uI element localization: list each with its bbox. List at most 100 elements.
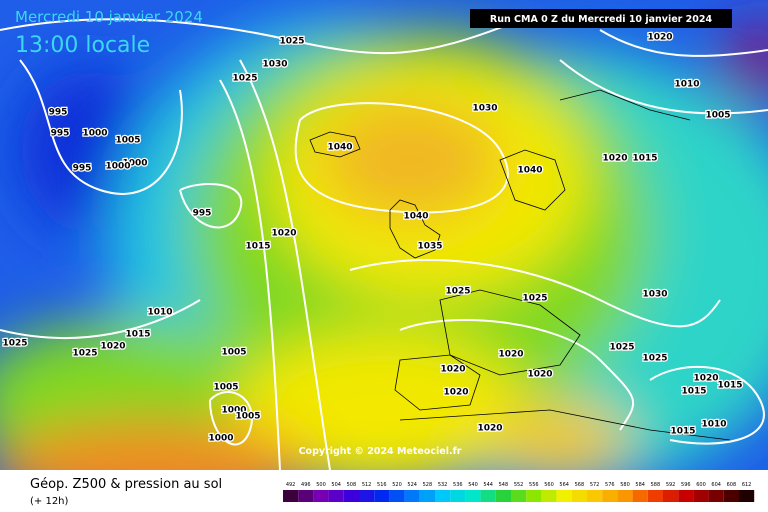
scale-label: 600 — [696, 482, 706, 488]
isobar-label: 1020 — [271, 229, 296, 239]
local-time: 13:00 locale — [15, 33, 150, 58]
scale-swatch — [526, 490, 542, 502]
scale-label: 552 — [514, 482, 524, 488]
isobar-label: 1020 — [693, 374, 718, 384]
isobar-label: 1020 — [100, 342, 125, 352]
isobar-label: 1005 — [115, 136, 140, 146]
scale-swatch — [450, 490, 466, 502]
isobar-label: 1000 — [122, 159, 147, 169]
scale-label: 516 — [377, 482, 387, 488]
isobar-label: 995 — [73, 164, 92, 174]
scale-label: 512 — [362, 482, 372, 488]
scale-label: 504 — [331, 482, 341, 488]
isobar-label: 1010 — [674, 80, 699, 90]
isobar-label: 1025 — [445, 287, 470, 297]
isobar-label: 1015 — [670, 427, 695, 437]
isobar-label: 1030 — [472, 104, 497, 114]
scale-label: 500 — [316, 482, 326, 488]
isobar-label: 1000 — [208, 434, 233, 444]
scale-label: 564 — [559, 482, 569, 488]
scale-swatch — [404, 490, 420, 502]
scale-label: 584 — [635, 482, 645, 488]
color-scale: 492 496 500 504 508 512 516 520 524 528 532 536 540 5… — [283, 482, 755, 502]
isobar-label: 995 — [49, 108, 68, 118]
scale-swatch — [587, 490, 603, 502]
isobar-label: 1000 — [221, 406, 246, 416]
isobar-label: 1010 — [147, 308, 172, 318]
isobar-label: 1000 — [105, 162, 130, 172]
scale-label: 596 — [681, 482, 691, 488]
isobar-label: 1020 — [443, 388, 468, 398]
scale-label: 604 — [711, 482, 721, 488]
scale-swatch — [663, 490, 679, 502]
isobar-label: 1025 — [279, 37, 304, 47]
scale-swatch — [617, 490, 633, 502]
scale-swatch — [678, 490, 694, 502]
scale-swatch — [465, 490, 481, 502]
scale-swatch — [480, 490, 496, 502]
isobar-label: 1025 — [609, 343, 634, 353]
date: Mercredi 10 janvier 2024 — [15, 8, 203, 26]
scale-swatch — [739, 490, 755, 502]
run-info: Run CMA 0 Z du Mercredi 10 janvier 2024 — [490, 14, 713, 25]
footer-title: Géop. Z500 & pression au sol — [30, 477, 222, 492]
scale-swatch — [495, 490, 511, 502]
scale-swatch — [343, 490, 359, 502]
isobar-label: 1030 — [642, 290, 667, 300]
isobar-lines — [0, 18, 768, 471]
isobar-label: 1025 — [72, 349, 97, 359]
scale-swatch — [313, 490, 329, 502]
scale-swatch — [359, 490, 375, 502]
isobar-label: 1005 — [705, 111, 730, 121]
isobar-label: 1005 — [235, 412, 260, 422]
scale-label: 540 — [468, 482, 478, 488]
coastlines — [309, 89, 731, 441]
isobar-label: 1005 — [221, 348, 246, 358]
scale-label: 520 — [392, 482, 402, 488]
scale-swatch — [708, 490, 724, 502]
isobar-label: 1005 — [213, 383, 238, 393]
isobar-label: 1020 — [647, 33, 672, 43]
isobar-label: 1020 — [527, 370, 552, 380]
isobar-label: 1015 — [245, 242, 270, 252]
scale-label: 608 — [727, 482, 737, 488]
scale-swatch — [419, 490, 435, 502]
scale-swatch — [693, 490, 709, 502]
scale-label: 532 — [438, 482, 448, 488]
isobar-label: 1010 — [701, 420, 726, 430]
isobar-label: 1020 — [602, 154, 627, 164]
scale-label: 576 — [605, 482, 615, 488]
scale-swatch — [298, 490, 314, 502]
isobar-label: 1025 — [522, 294, 547, 304]
scale-label: 548 — [499, 482, 509, 488]
isobar-label: 1025 — [642, 354, 667, 364]
scale-swatch — [374, 490, 390, 502]
scale-label: 496 — [301, 482, 311, 488]
scale-swatch — [511, 490, 527, 502]
isobar-label: 1020 — [498, 350, 523, 360]
scale-swatch — [647, 490, 663, 502]
scale-label: 588 — [651, 482, 661, 488]
isobar-label: 995 — [193, 209, 212, 219]
isobar-label: 1020 — [440, 365, 465, 375]
scale-swatch — [389, 490, 405, 502]
isobar-label: 1035 — [417, 242, 442, 252]
isobar-label: 1015 — [681, 387, 706, 397]
scale-label: 572 — [590, 482, 600, 488]
isobar-label: 1020 — [477, 424, 502, 434]
copyright: Copyright © 2024 Meteociel.fr — [299, 446, 462, 457]
scale-swatch — [632, 490, 648, 502]
scale-label: 492 — [286, 482, 296, 488]
scale-swatch — [571, 490, 587, 502]
isobar-label: 1030 — [262, 60, 287, 70]
footer-subtitle: (+ 12h) — [30, 496, 69, 507]
isobar-label: 1040 — [517, 166, 542, 176]
scale-swatch — [283, 490, 299, 502]
isobar-label: 1015 — [125, 330, 150, 340]
isobar-label: 995 — [51, 129, 70, 139]
scale-label: 544 — [483, 482, 493, 488]
scale-label: 592 — [666, 482, 676, 488]
scale-swatch — [328, 490, 344, 502]
